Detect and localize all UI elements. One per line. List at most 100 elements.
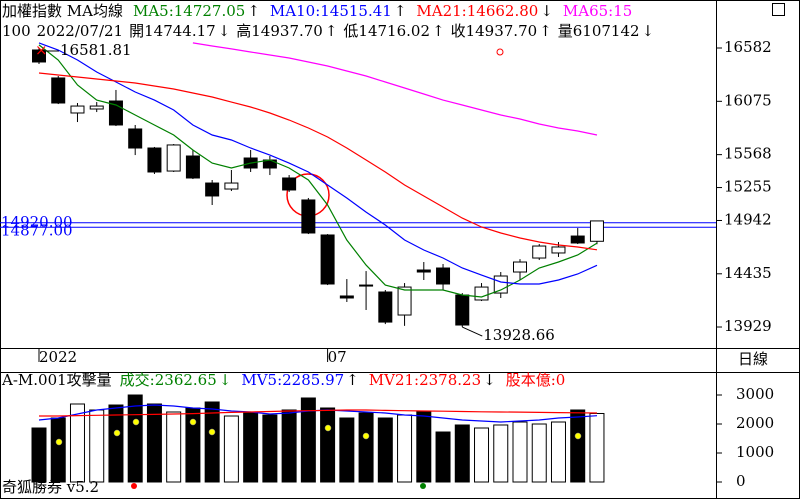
legend-entry: 成交:2362.65 [120, 371, 217, 389]
volume-bar [69, 403, 85, 483]
annotation: 16581.81 [60, 41, 132, 59]
volume-bar [262, 414, 278, 483]
legend-entry: MA10:14515.41 [270, 2, 392, 20]
signal-dot [208, 428, 216, 436]
info-text: 低14716.02 [343, 22, 430, 40]
volume-bar [377, 417, 393, 483]
h-line-label: 14877.00 [1, 221, 73, 239]
signal-dot [420, 483, 426, 489]
legend-trend: ↓ [483, 371, 496, 389]
candle-body [70, 105, 85, 114]
y-tick-label: 14942 [724, 210, 772, 228]
y-tick-label: 16582 [724, 38, 772, 56]
footer: 奇狐勝券 v5.2 [2, 478, 99, 496]
annotation: 13928.66 [483, 326, 555, 344]
candle-body [455, 294, 470, 326]
candle-body [301, 199, 316, 234]
ma-line [38, 44, 598, 298]
volume-bar [493, 424, 509, 483]
volume-bar [281, 409, 297, 483]
period-label: 日線 [738, 350, 768, 368]
candle-body [589, 220, 604, 242]
candle-body [474, 286, 489, 301]
volume-bar [300, 397, 316, 483]
legend-trend: ↑ [247, 2, 260, 20]
info-text: ↑ [539, 22, 552, 40]
candle-body [513, 261, 527, 273]
volume-bar [416, 411, 432, 483]
extra-label: 股本億:0 [506, 371, 566, 389]
candle-body [570, 235, 585, 244]
volume-bar [320, 407, 336, 483]
candle-body [51, 77, 66, 104]
volume-bar [223, 415, 239, 483]
candle-body [205, 182, 220, 197]
candle-body [397, 286, 412, 316]
candle-body [224, 182, 239, 190]
candle-body [32, 49, 46, 63]
panel-title: A-M.001攻擊量 [1, 371, 112, 389]
ma-line [39, 409, 598, 417]
legend-trend: ↓ [540, 2, 553, 20]
legend-trend: ↓ [219, 371, 232, 389]
y-tick-label: 14435 [724, 264, 772, 282]
volume-bar [127, 394, 143, 483]
ma-line [192, 42, 598, 136]
volume-bar [166, 411, 182, 483]
info-text: 高14937.70 [236, 22, 323, 40]
y-tick-label: 3000 [736, 385, 774, 403]
y-tick-label: 15568 [724, 145, 772, 163]
signal-dot [55, 438, 63, 446]
info-text: ↓ [642, 22, 655, 40]
y-tick-label: 1000 [736, 443, 774, 461]
volume-bar [243, 411, 259, 483]
header: 加權指數 MA均線 MA5:14727.05 ↑ MA10:14515.41 ↑ MA21… [2, 2, 654, 40]
volume-bar [570, 409, 586, 483]
candle-body [532, 245, 547, 259]
volume-panel [31, 394, 605, 483]
candle-body [436, 267, 451, 285]
candle-body [128, 128, 143, 149]
volume-bar [50, 417, 66, 483]
volume-bar [474, 427, 490, 483]
volume-bar [31, 427, 47, 483]
x-tick-label: 2022 [39, 348, 77, 366]
candle-body [185, 155, 200, 179]
candle-body [551, 246, 566, 254]
info-text: 開14744.17 [129, 22, 216, 40]
info-text: ↑ [325, 22, 338, 40]
signal-dot [362, 432, 370, 440]
volume-bar [512, 421, 528, 483]
candle-body [89, 105, 104, 110]
ma-line [38, 42, 598, 285]
candle-body [320, 234, 335, 285]
annotation-leader [462, 326, 483, 337]
volume-bar [531, 423, 547, 483]
candle-body [339, 295, 354, 299]
legend-entry: MA5:14727.05 [133, 2, 245, 20]
info-text: 量6107142 [558, 22, 640, 40]
info-text: 2022/07/21 [37, 22, 123, 40]
info-text: 100 [2, 22, 31, 40]
legend-entry: MV21:2378.23 [369, 371, 481, 389]
volume-bar [108, 404, 124, 483]
chart-title: 加權指數 MA均線 [2, 2, 123, 20]
candle-body [378, 291, 393, 323]
info-text: ↑ [432, 22, 445, 40]
signal-dot [574, 432, 582, 440]
legend-trend: ↑ [394, 2, 407, 20]
volume-bar [339, 417, 355, 483]
volume-bar [435, 431, 451, 483]
info-text: ↓ [218, 22, 231, 40]
y-tick-label: 13929 [724, 317, 772, 335]
signal-dot [113, 429, 121, 437]
window-button[interactable] [772, 3, 785, 16]
legend-entry: MA21:14662.80 [416, 2, 538, 20]
y-tick-label: 0 [736, 472, 746, 490]
signal-dot [132, 418, 140, 426]
candle-body [282, 177, 297, 191]
candle-body [416, 269, 431, 273]
x-tick-label: 07 [328, 348, 347, 366]
